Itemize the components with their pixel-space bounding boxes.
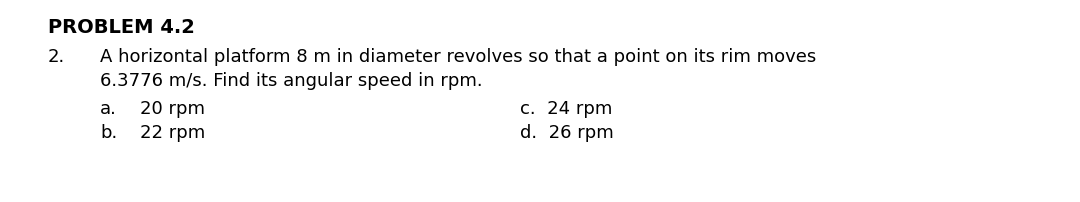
Text: a.: a. [100,100,117,118]
Text: A horizontal platform 8 m in diameter revolves so that a point on its rim moves: A horizontal platform 8 m in diameter re… [100,48,816,66]
Text: 6.3776 m/s. Find its angular speed in rpm.: 6.3776 m/s. Find its angular speed in rp… [100,72,483,90]
Text: 2.: 2. [48,48,65,66]
Text: 22 rpm: 22 rpm [140,124,205,142]
Text: PROBLEM 4.2: PROBLEM 4.2 [48,18,194,37]
Text: 20 rpm: 20 rpm [140,100,205,118]
Text: d.  26 rpm: d. 26 rpm [519,124,613,142]
Text: c.  24 rpm: c. 24 rpm [519,100,612,118]
Text: b.: b. [100,124,118,142]
